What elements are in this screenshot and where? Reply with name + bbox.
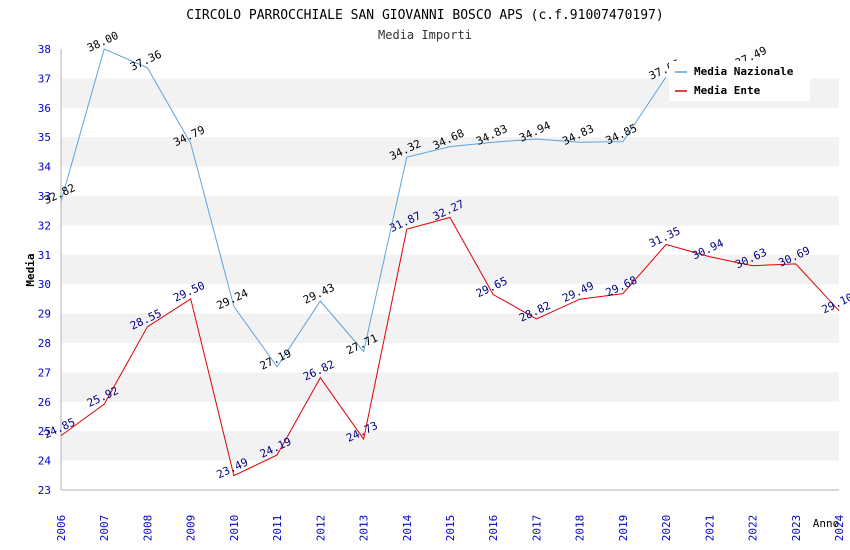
y-tick-label: 31 [38,249,51,262]
series-lines [60,49,840,477]
x-tick-label: 2018 [574,515,587,542]
chart-title: CIRCOLO PARROCCHIALE SAN GIOVANNI BOSCO … [186,8,663,23]
x-axis-label: Anno [813,517,840,530]
data-label: 27.19 [258,347,294,373]
axes: 23 24 25 26 27 28 29 30 31 32 33 34 35 36 37 38 2006 2007… [38,43,846,541]
legend: Media Nazionale Media Ente [669,61,810,101]
y-tick-label: 24 [38,455,52,468]
grid-bands [61,78,839,461]
x-tick-label: 2011 [271,515,284,542]
x-tick-label: 2007 [98,515,111,542]
grid-band [61,431,839,461]
x-tick-label: 2017 [530,515,543,542]
grid-band [61,254,839,285]
y-tick-label: 32 [38,219,51,232]
y-tick-label: 25 [38,425,51,438]
x-tick-label: 2022 [747,515,760,542]
x-tick-label: 2023 [790,515,803,542]
y-tick-label: 33 [38,190,51,203]
x-tick-label: 2024 [833,514,846,541]
x-tick-label: 2021 [703,515,716,542]
data-label: 37.36 [128,48,164,74]
y-tick-label: 35 [38,131,51,144]
y-tick-label: 26 [38,396,51,409]
grid-band [61,196,839,226]
x-tick-label: 2012 [314,515,327,542]
x-tick-label: 2014 [401,514,414,541]
data-label: 29.24 [215,286,251,312]
x-tick-label: 2008 [141,515,154,542]
x-tick-label: 2013 [358,515,371,542]
grid-band [61,137,839,167]
x-tick-label: 2016 [487,515,500,542]
y-tick-label: 28 [38,337,51,350]
y-axis-label: Media [24,253,37,286]
x-tick-label: 2015 [444,515,457,542]
legend-box [669,61,810,101]
x-tick-label: 2019 [617,515,630,542]
y-tick-label: 27 [38,366,51,379]
x-tick-label: 2009 [185,515,198,542]
grid-band [61,372,839,402]
series-line-1 [60,216,840,477]
y-tick-label: 37 [38,72,51,85]
grid-band [61,313,839,343]
legend-label-nazionale: Media Nazionale [694,65,794,78]
legend-label-ente: Media Ente [694,84,761,97]
y-tick-label: 36 [38,102,51,115]
y-tick-label: 38 [38,43,51,56]
data-label: 38.00 [85,29,121,55]
y-tick-label: 34 [38,161,52,174]
y-tick-label: 30 [38,278,51,291]
y-tick-label: 29 [38,308,51,321]
x-tick-label: 2006 [55,515,68,542]
y-tick-label: 23 [38,484,51,497]
chart-subtitle: Media Importi [378,28,472,42]
x-tick-label: 2010 [228,515,241,542]
x-tick-label: 2020 [660,515,673,542]
